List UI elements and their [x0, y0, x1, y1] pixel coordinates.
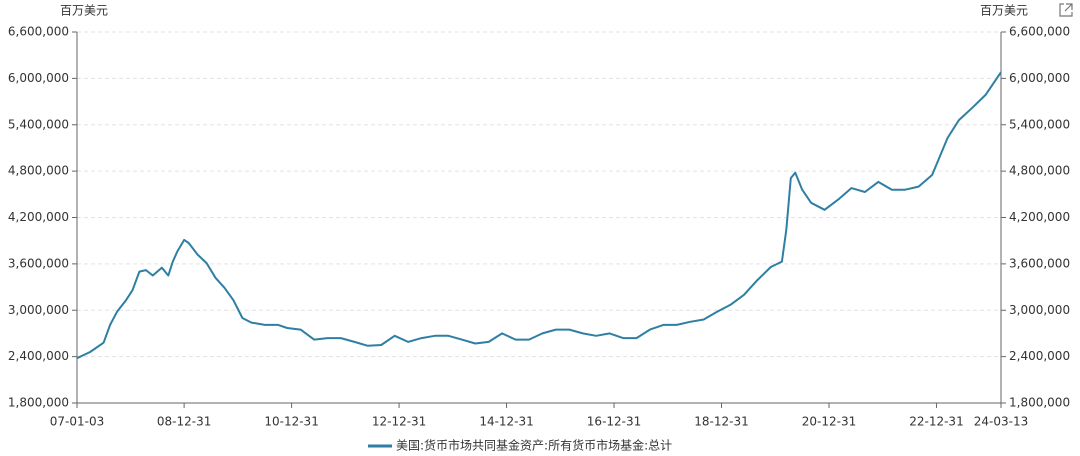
y2-tick-label: 1,800,000 — [1009, 396, 1070, 410]
x-tick-label: 24-03-13 — [974, 415, 1028, 429]
unit-right: 百万美元 — [980, 4, 1028, 18]
y2-tick-label: 4,800,000 — [1009, 164, 1070, 178]
x-tick-label: 18-12-31 — [694, 415, 748, 429]
y-tick-label: 2,400,000 — [8, 349, 69, 363]
x-tick-label: 10-12-31 — [264, 415, 318, 429]
x-tick-label: 12-12-31 — [372, 415, 426, 429]
y2-tick-label: 6,000,000 — [1009, 71, 1070, 85]
y2-tick-label: 6,600,000 — [1009, 25, 1070, 39]
x-tick-label: 20-12-31 — [802, 415, 856, 429]
y-tick-label: 3,000,000 — [8, 303, 69, 317]
x-tick-label: 16-12-31 — [587, 415, 641, 429]
y2-tick-label: 2,400,000 — [1009, 349, 1070, 363]
export-arrow[interactable] — [1064, 3, 1073, 12]
y2-tick-label: 4,200,000 — [1009, 210, 1070, 224]
x-tick-label: 08-12-31 — [157, 415, 211, 429]
export-box[interactable] — [1059, 3, 1073, 17]
y2-tick-label: 3,000,000 — [1009, 303, 1070, 317]
y-tick-label: 6,000,000 — [8, 71, 69, 85]
y-tick-label: 5,400,000 — [8, 117, 69, 131]
x-tick-label: 22-12-31 — [909, 415, 963, 429]
y2-tick-label: 5,400,000 — [1009, 117, 1070, 131]
x-tick-label: 07-01-03 — [50, 415, 104, 429]
series-line — [76, 71, 1002, 360]
y-tick-label: 1,800,000 — [8, 396, 69, 410]
y2-tick-label: 3,600,000 — [1009, 256, 1070, 270]
x-tick-label: 14-12-31 — [479, 415, 533, 429]
y-tick-label: 4,200,000 — [8, 210, 69, 224]
y-tick-label: 4,800,000 — [8, 164, 69, 178]
legend-label: 美国:货币市场共同基金资产:所有货币市场基金:总计 — [396, 438, 672, 453]
y-tick-label: 6,600,000 — [8, 25, 69, 39]
unit-left: 百万美元 — [60, 4, 108, 18]
y-tick-label: 3,600,000 — [8, 256, 69, 270]
export-icon[interactable] — [1059, 3, 1073, 17]
